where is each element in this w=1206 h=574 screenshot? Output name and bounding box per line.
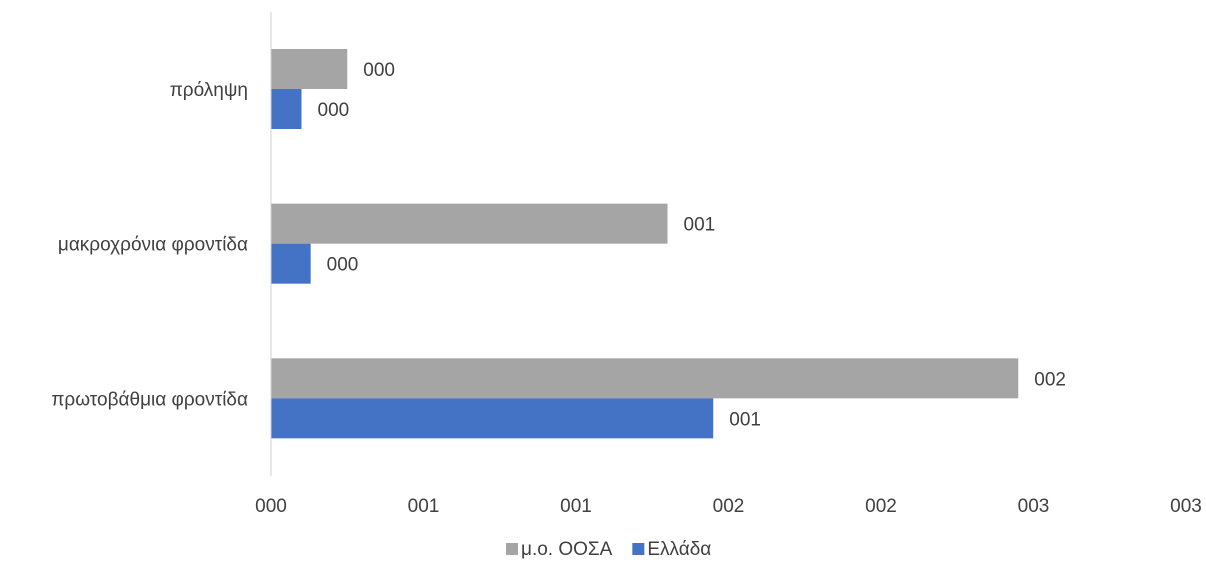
legend-label: μ.ο. ΟΟΣΑ bbox=[521, 539, 613, 560]
category-label: πρωτοβάθμια φροντίδα bbox=[51, 389, 248, 410]
x-tick-label: 001 bbox=[408, 496, 440, 517]
x-tick-label: 003 bbox=[1170, 496, 1202, 517]
x-tick-label: 002 bbox=[713, 496, 745, 517]
x-tick-label: 002 bbox=[865, 496, 897, 517]
legend-swatch bbox=[632, 543, 645, 555]
data-label: 000 bbox=[327, 255, 359, 276]
x-tick-label: 000 bbox=[255, 496, 287, 517]
data-label: 002 bbox=[1034, 369, 1066, 390]
legend-label: Ελλάδα bbox=[647, 539, 711, 560]
x-tick-label: 001 bbox=[560, 496, 592, 517]
data-label: 001 bbox=[729, 409, 761, 430]
data-label: 000 bbox=[363, 60, 395, 81]
bar bbox=[271, 243, 311, 284]
legend: μ.ο. ΟΟΣΑ Ελλάδα bbox=[506, 539, 711, 560]
x-tick-label: 003 bbox=[1018, 496, 1050, 517]
legend-swatch bbox=[506, 543, 518, 555]
bar bbox=[271, 49, 348, 89]
bar bbox=[271, 203, 668, 244]
bar bbox=[271, 89, 302, 129]
bar bbox=[271, 398, 714, 439]
data-label: 001 bbox=[684, 215, 716, 236]
category-label: μακροχρόνια φροντίδα bbox=[58, 235, 248, 256]
data-label: 000 bbox=[318, 100, 350, 121]
category-label: πρόληψη bbox=[170, 80, 248, 101]
bar bbox=[271, 358, 1019, 399]
